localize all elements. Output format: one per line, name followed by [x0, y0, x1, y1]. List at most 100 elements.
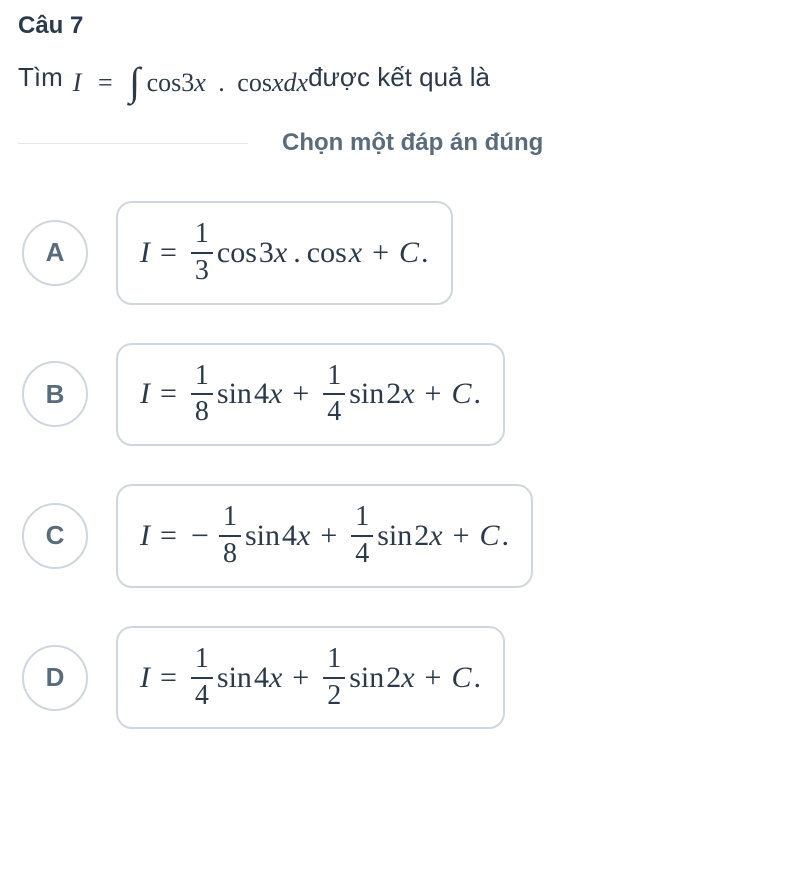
optd-a1: 4	[254, 661, 269, 695]
optb-a1: 4	[254, 377, 269, 411]
optd-f1n: 1	[191, 644, 213, 675]
option-d: D I = 1 4 sin4x + 1 2 sin2x + C.	[22, 626, 790, 730]
optd-plus2: +	[425, 661, 442, 695]
opta-dot: .	[293, 236, 301, 270]
optb-f1: 1 8	[191, 361, 213, 429]
opta-den: 3	[191, 256, 213, 287]
optd-f2: 1 2	[323, 644, 345, 712]
opta-num: 1	[191, 219, 213, 250]
opta-bar	[191, 252, 213, 254]
optc-f2n: 1	[351, 502, 373, 533]
option-radio-a[interactable]: A	[22, 220, 88, 286]
opta-end: .	[421, 236, 429, 270]
prompt-fn1: cos	[147, 68, 182, 97]
option-radio-d[interactable]: D	[22, 645, 88, 711]
optc-f2: 1 4	[351, 502, 373, 570]
option-c-math: I = − 1 8 sin4x + 1 4 sin2x + C.	[140, 502, 509, 570]
optb-f2n: 1	[323, 361, 345, 392]
prompt-arg1b: x	[194, 68, 206, 97]
prompt-suffix: được kết quả là	[308, 62, 490, 93]
optc-a2: 2	[414, 519, 429, 553]
option-box-c[interactable]: I = − 1 8 sin4x + 1 4 sin2x + C.	[116, 484, 533, 588]
optb-a1x: x	[269, 377, 282, 411]
optd-f2n: 1	[323, 644, 345, 675]
opta-lhs: I	[140, 236, 150, 270]
opta-eq: =	[160, 236, 177, 270]
option-radio-c[interactable]: C	[22, 503, 88, 569]
optc-f2bar	[351, 535, 373, 537]
option-box-b[interactable]: I = 1 8 sin4x + 1 4 sin2x + C.	[116, 343, 505, 447]
optd-lhs: I	[140, 661, 150, 695]
option-c: C I = − 1 8 sin4x + 1 4 sin2x +	[22, 484, 790, 588]
opta-arg1x: x	[274, 236, 287, 270]
optb-end: .	[473, 377, 481, 411]
optd-a2x: x	[401, 661, 414, 695]
optb-eq: =	[160, 377, 177, 411]
optd-end: .	[473, 661, 481, 695]
optb-f2bar	[323, 393, 345, 395]
optd-f1: 1 4	[191, 644, 213, 712]
optd-plus1: +	[292, 661, 309, 695]
optd-f2bar	[323, 677, 345, 679]
optb-c: C	[451, 377, 471, 411]
optb-plus2: +	[425, 377, 442, 411]
optd-fn2: sin	[349, 661, 384, 695]
optb-plus1: +	[292, 377, 309, 411]
optb-lhs: I	[140, 377, 150, 411]
optc-eq: =	[160, 519, 177, 553]
optd-f1bar	[191, 677, 213, 679]
options-list: A I = 1 3 cos3x . cosx + C . B	[18, 201, 790, 729]
optb-a2: 2	[386, 377, 401, 411]
option-b: B I = 1 8 sin4x + 1 4 sin2x + C.	[22, 343, 790, 447]
option-box-d[interactable]: I = 1 4 sin4x + 1 2 sin2x + C.	[116, 626, 505, 730]
optd-f1d: 4	[191, 681, 213, 712]
option-box-a[interactable]: I = 1 3 cos3x . cosx + C .	[116, 201, 453, 305]
prompt-dot: .	[218, 68, 225, 97]
opta-arg1: 3	[259, 236, 274, 270]
optc-end: .	[502, 519, 510, 553]
optc-f1: 1 8	[219, 502, 241, 570]
optb-f1d: 8	[191, 397, 213, 428]
question-prompt: Tìm I = ∫ cos3x . cosxdx được kết quả là	[18, 54, 790, 101]
prompt-arg1a: 3	[181, 68, 194, 97]
optd-eq: =	[160, 661, 177, 695]
optc-f1n: 1	[219, 502, 241, 533]
opta-plus: +	[372, 236, 389, 270]
option-a: A I = 1 3 cos3x . cosx + C .	[22, 201, 790, 305]
option-radio-b[interactable]: B	[22, 361, 88, 427]
divider	[18, 143, 248, 144]
option-a-math: I = 1 3 cos3x . cosx + C .	[140, 219, 429, 287]
prompt-dx-x: x	[297, 68, 309, 97]
optc-a1: 4	[282, 519, 297, 553]
prompt-arg2: x	[272, 68, 284, 97]
optc-f2d: 4	[351, 539, 373, 570]
option-b-math: I = 1 8 sin4x + 1 4 sin2x + C.	[140, 361, 481, 429]
optb-fn2: sin	[349, 377, 384, 411]
opta-fn1: cos	[217, 236, 257, 270]
optb-f2: 1 4	[323, 361, 345, 429]
prompt-lhs: I	[73, 68, 82, 97]
optc-lhs: I	[140, 519, 150, 553]
instruction-text: Chọn một đáp án đúng	[282, 129, 543, 157]
optc-c: C	[480, 519, 500, 553]
optc-plus2: +	[453, 519, 470, 553]
optd-c: C	[451, 661, 471, 695]
optd-a2: 2	[386, 661, 401, 695]
optc-fn1: sin	[245, 519, 280, 553]
instruction-row: Chọn một đáp án đúng	[18, 129, 790, 157]
optc-a2x: x	[429, 519, 442, 553]
optb-f1bar	[191, 393, 213, 395]
option-d-math: I = 1 4 sin4x + 1 2 sin2x + C.	[140, 644, 481, 712]
prompt-dx-d: d	[284, 68, 297, 97]
optd-a1x: x	[269, 661, 282, 695]
question-label: Câu 7	[18, 12, 790, 40]
integral-sign: ∫	[129, 59, 140, 104]
optc-plus1: +	[320, 519, 337, 553]
optb-fn1: sin	[217, 377, 252, 411]
prompt-prefix: Tìm	[18, 62, 63, 93]
optb-f2d: 4	[323, 397, 345, 428]
optc-neg: −	[191, 517, 209, 554]
opta-c: C	[399, 236, 419, 270]
optc-fn2: sin	[377, 519, 412, 553]
optd-f2d: 2	[323, 681, 345, 712]
